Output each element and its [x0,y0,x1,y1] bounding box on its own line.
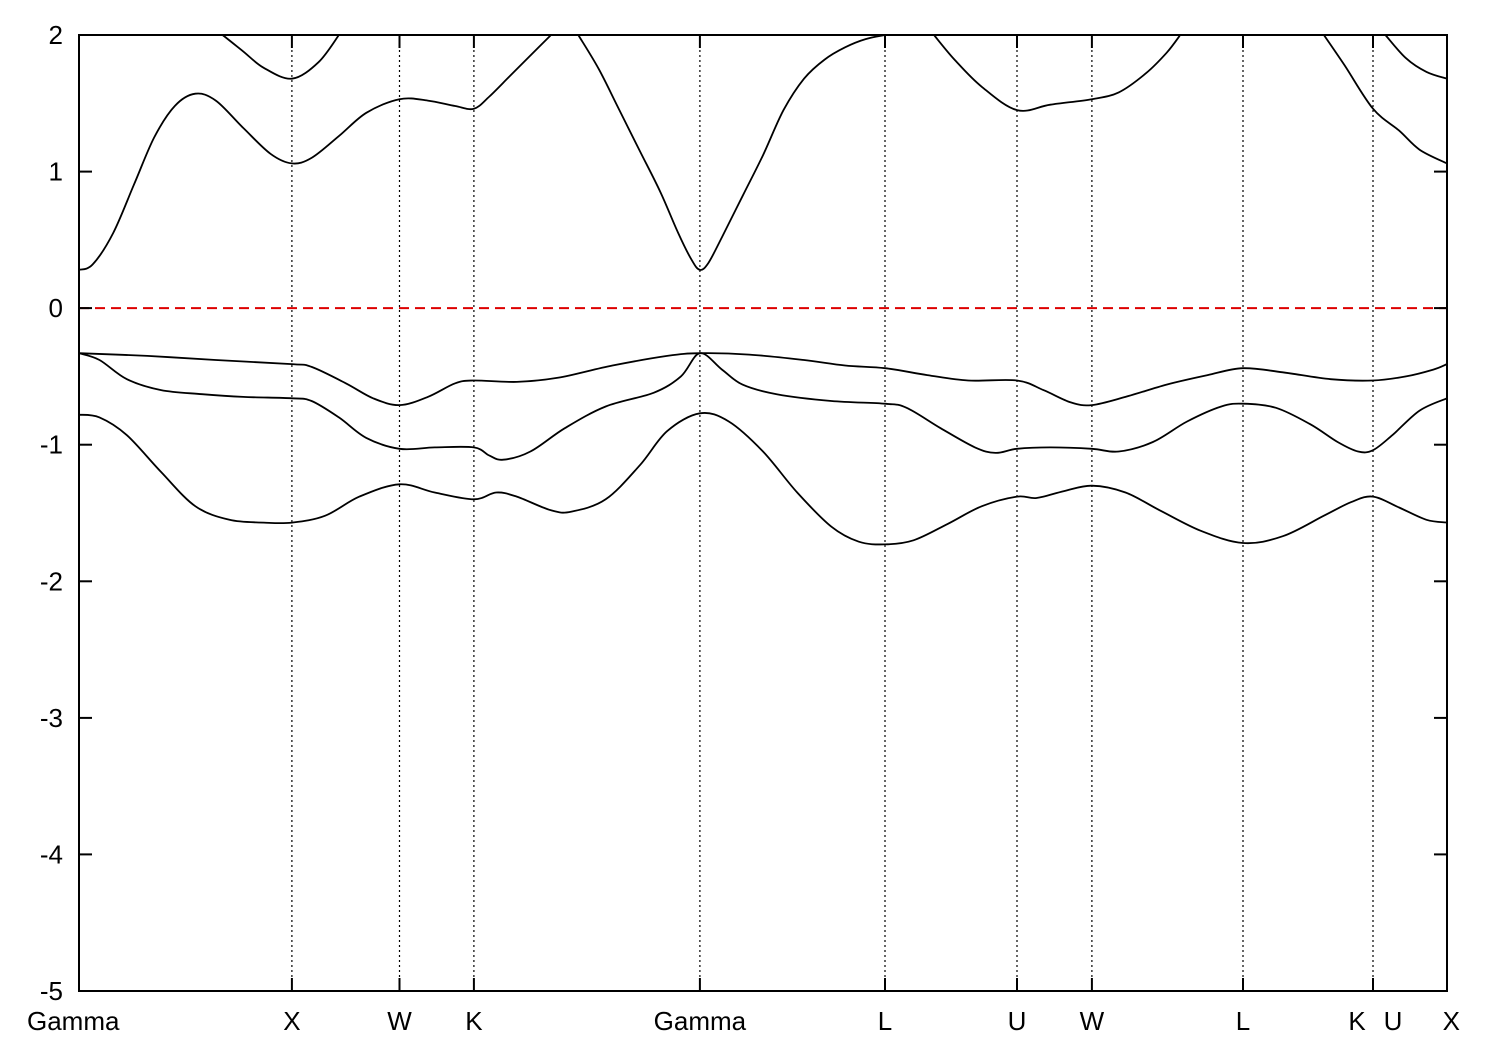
band-line-8 [1384,34,1448,80]
x-tick-label-8: L [1236,1006,1250,1036]
y-tick-label-7: -5 [40,976,63,1006]
x-tick-label-9: K [1348,1006,1366,1036]
band-line-5 [222,34,340,80]
plot-frame [78,34,1448,992]
x-tick-label-2: W [387,1006,412,1036]
band-line-2 [78,352,1448,407]
band-line-3 [78,34,552,271]
y-tick-labels: 2 1 0 -1 -2 -3 -4 -5 [40,20,63,1006]
x-tick-labels: Gamma X W K Gamma L U W L K U X [27,1006,1460,1036]
y-tick-label-2: 0 [49,293,63,323]
x-tick-label-4: Gamma [654,1006,747,1036]
axis-ticks [78,34,1448,992]
y-tick-label-0: 2 [49,20,63,50]
y-tick-label-1: 1 [49,157,63,187]
band-line-0 [78,412,1448,546]
x-tick-label-1: X [283,1006,300,1036]
y-tick-label-5: -3 [40,703,63,733]
x-tick-label-6: U [1008,1006,1027,1036]
y-tick-label-6: -4 [40,839,63,869]
kpoint-dividers [291,35,1374,991]
x-tick-label-11: X [1443,1006,1460,1036]
band-line-7 [1323,34,1448,165]
y-tick-label-3: -1 [40,430,63,460]
x-tick-label-10: U [1384,1006,1403,1036]
x-tick-label-0: Gamma [27,1006,120,1036]
x-tick-label-3: K [465,1006,483,1036]
y-tick-label-4: -2 [40,566,63,596]
band-line-6 [933,34,1181,112]
band-line-1 [78,352,1448,461]
band-lines [78,34,1448,546]
x-tick-label-5: L [878,1006,892,1036]
band-line-4 [577,34,886,271]
x-tick-label-7: W [1080,1006,1105,1036]
